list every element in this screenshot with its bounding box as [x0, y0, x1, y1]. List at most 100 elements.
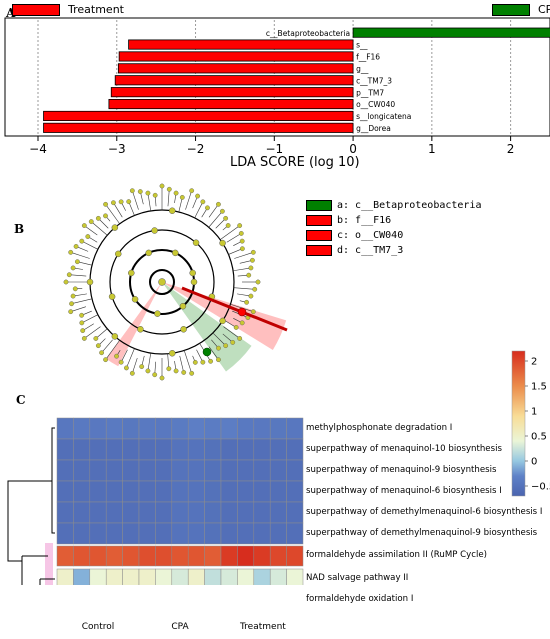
- heatmap-cell: [89, 568, 107, 585]
- heatmap-cell: [269, 568, 287, 585]
- cladogram-node: [81, 223, 87, 228]
- heatmap-row-label: NAD salvage pathway II: [306, 573, 409, 583]
- heatmap-cell: [56, 480, 74, 503]
- heatmap-cell: [105, 459, 123, 482]
- heatmap-cell: [155, 459, 173, 482]
- cladogram-node: [233, 325, 239, 330]
- heatmap-cell: [73, 480, 91, 503]
- colorbar-tick-label: 2: [531, 357, 537, 368]
- cladogram-branch: [228, 248, 243, 255]
- cladogram-node: [131, 296, 139, 303]
- cladogram-node: [246, 272, 252, 278]
- heatmap-cell: [220, 480, 238, 503]
- cladogram-node: [145, 190, 151, 196]
- cladogram-node: [189, 269, 196, 277]
- cladogram-node-a: [202, 347, 212, 357]
- heatmap-cell: [237, 438, 255, 461]
- heatmap-cell: [89, 438, 107, 461]
- cladogram-node: [200, 199, 206, 205]
- lda-x-tick-label: −1: [265, 142, 283, 156]
- heatmap-cell: [73, 501, 91, 524]
- colorbar-tick-label: 1: [531, 407, 537, 418]
- cladogram-node: [129, 188, 135, 194]
- heatmap-cell: [187, 522, 205, 545]
- heatmap-cell: [204, 480, 222, 503]
- cladogram-branch: [95, 328, 108, 339]
- heatmap-cell: [237, 480, 255, 503]
- cladogram-node: [225, 223, 231, 228]
- cladogram-legend-label-c: c: o__CW040: [337, 230, 404, 241]
- heatmap-cell: [269, 459, 287, 482]
- legend-cpa-label: CPA: [538, 3, 550, 16]
- heatmap-cell: [56, 568, 74, 585]
- heatmap-group-label: CPA: [171, 622, 189, 632]
- cladogram-branch: [105, 204, 120, 224]
- cladogram-node: [129, 370, 135, 376]
- heatmap-cell: [73, 417, 91, 440]
- lda-bar: [118, 51, 354, 62]
- cladogram-branch: [147, 193, 152, 211]
- legend-treatment-swatch: [12, 3, 60, 16]
- heatmap-cell: [187, 568, 205, 585]
- cladogram-legend-swatch-c: [306, 230, 332, 241]
- dendrogram-branch: [39, 578, 55, 585]
- heatmap-cell: [220, 417, 238, 440]
- lda-bar: [128, 39, 354, 50]
- cladogram-node: [79, 320, 85, 326]
- heatmap-cell: [286, 480, 304, 503]
- cladogram-node: [166, 186, 172, 192]
- heatmap-cell: [73, 438, 91, 461]
- cladogram: [63, 183, 288, 381]
- cladogram-branch: [132, 190, 139, 210]
- heatmap-cell: [253, 522, 271, 545]
- heatmap-cell: [269, 438, 287, 461]
- cladogram-node: [238, 231, 244, 236]
- heatmap-cell: [122, 417, 140, 440]
- lda-bar-label: c__TM7_3: [356, 76, 392, 85]
- cladogram-node: [166, 366, 172, 372]
- panel-a-label: A: [6, 6, 16, 20]
- cladogram-node: [179, 195, 185, 200]
- cladogram-node: [230, 339, 236, 345]
- heatmap-cell: [138, 522, 156, 545]
- heatmap-cell: [138, 501, 156, 524]
- heatmap-cell: [122, 545, 140, 567]
- cladogram-root-node: [158, 278, 166, 286]
- cladogram-node: [248, 265, 254, 271]
- cladogram-node: [250, 309, 256, 315]
- cladogram-node: [152, 192, 158, 198]
- lda-bar: [110, 87, 354, 98]
- cladogram-branch: [167, 353, 170, 369]
- heatmap-cell: [269, 522, 287, 545]
- colorbar-tick-label: 0.5: [531, 432, 547, 443]
- cladogram-node: [118, 199, 124, 205]
- heatmap-cell: [204, 417, 222, 440]
- cladogram-node: [219, 317, 226, 325]
- heatmap-cell: [73, 522, 91, 545]
- heatmap-cell: [253, 459, 271, 482]
- lda-bar: [43, 110, 354, 122]
- cladogram-node: [168, 350, 176, 357]
- cladogram-branch: [208, 204, 219, 218]
- heatmap-group-label: Treatment: [240, 622, 286, 632]
- cladogram-node: [173, 190, 179, 196]
- cladogram-node: [63, 279, 69, 285]
- panel-b-label: B: [14, 222, 25, 236]
- heatmap-dendrogram: [7, 427, 55, 585]
- heatmap-cell: [253, 568, 271, 585]
- heatmap-cell: [187, 480, 205, 503]
- dendrogram-branch: [7, 480, 52, 562]
- heatmap-cell: [89, 545, 107, 567]
- heatmap-cell: [89, 417, 107, 440]
- lda-bar: [117, 63, 354, 74]
- heatmap-row-label: superpathway of demethylmenaquinol-9 bio…: [306, 527, 538, 538]
- cladogram-node: [239, 238, 245, 244]
- heatmap-cell: [269, 501, 287, 524]
- heatmap-cell: [105, 545, 123, 567]
- cladogram-legend-item-d: d: c__TM7_3: [306, 243, 482, 258]
- cladogram-branch: [194, 201, 204, 218]
- colorbar-tick-label: 0: [531, 457, 537, 468]
- heatmap-cell: [122, 438, 140, 461]
- heatmap-cell: [138, 545, 156, 567]
- cladogram-branch: [220, 225, 240, 240]
